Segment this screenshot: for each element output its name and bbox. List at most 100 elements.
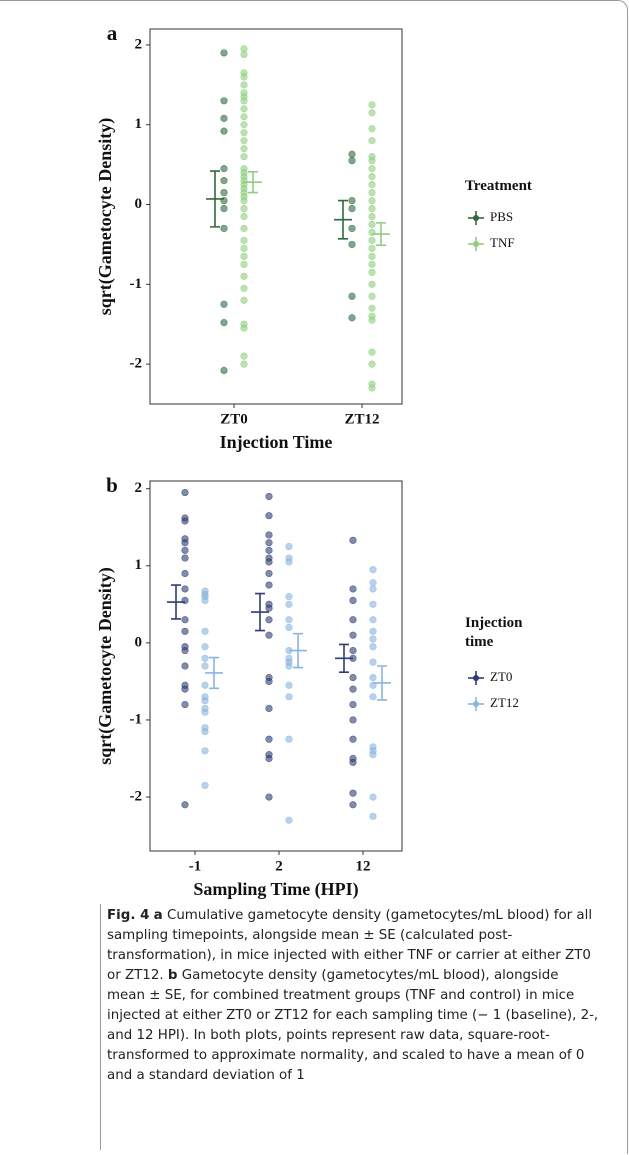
legend-title: Injection time: [465, 615, 523, 650]
data-point: [368, 173, 376, 181]
data-point: [265, 531, 273, 539]
data-point: [368, 196, 376, 205]
data-point: [265, 539, 273, 547]
data-point: [348, 314, 356, 322]
data-point: [368, 244, 376, 253]
caption-text: Cumulative gametocyte density (gametocyt…: [107, 908, 593, 983]
data-point: [240, 212, 248, 221]
data-point: [265, 793, 273, 801]
data-point: [181, 616, 189, 624]
x-tick-label: ZT0: [220, 411, 248, 427]
legend-title: Treatment: [465, 178, 532, 194]
data-point: [368, 348, 376, 356]
y-tick-label: -2: [130, 356, 143, 372]
data-point: [285, 600, 293, 608]
data-point: [349, 673, 357, 682]
data-point: [220, 188, 228, 197]
data-point: [369, 643, 377, 651]
data-point: [369, 812, 377, 820]
data-point: [265, 616, 273, 624]
data-point: [265, 604, 273, 612]
caption-text: a: [153, 908, 163, 923]
data-point: [220, 97, 228, 105]
data-point: [285, 735, 293, 743]
data-point: [201, 708, 209, 716]
data-point: [220, 366, 228, 375]
data-point: [349, 716, 357, 724]
data-point: [369, 585, 377, 593]
data-point: [349, 735, 357, 743]
data-point: [201, 596, 209, 605]
data-point: [181, 585, 189, 593]
data-point: [368, 157, 376, 165]
data-point: [349, 700, 357, 709]
y-tick-label: -1: [130, 711, 143, 727]
caption-text: b: [167, 968, 178, 983]
data-point: [201, 697, 209, 705]
data-point: [240, 153, 248, 161]
data-point: [285, 558, 293, 566]
data-point: [181, 554, 189, 562]
data-point: [368, 316, 376, 324]
data-point: [368, 292, 376, 300]
data-point: [349, 536, 357, 544]
data-point: [181, 539, 189, 547]
data-point: [181, 801, 189, 809]
data-point: [368, 137, 376, 145]
data-point: [240, 50, 248, 59]
error-bar: [335, 643, 353, 673]
data-point: [368, 204, 376, 213]
data-point: [181, 488, 189, 497]
data-point: [369, 658, 377, 666]
data-point: [240, 352, 248, 360]
data-point: [369, 635, 377, 643]
x-tick-label: ZT12: [344, 411, 379, 427]
data-point: [348, 150, 356, 158]
data-point: [368, 220, 376, 229]
data-point: [181, 700, 189, 709]
data-point: [265, 631, 273, 639]
data-point: [240, 113, 248, 121]
data-point: [285, 693, 293, 701]
data-point: [349, 631, 357, 639]
data-point: [265, 735, 273, 743]
data-point: [265, 677, 273, 686]
data-point: [220, 204, 228, 213]
plot-frame: [149, 480, 403, 852]
data-point: [368, 165, 376, 173]
legend-marker: [473, 701, 479, 707]
error-bar: [251, 592, 269, 632]
legend-label: PBS: [490, 209, 513, 224]
legend-marker: [473, 675, 479, 681]
data-point: [349, 646, 357, 655]
data-point: [369, 579, 377, 587]
error-bar: [373, 665, 391, 701]
data-point: [220, 224, 228, 233]
data-point: [368, 188, 376, 197]
data-point: [265, 581, 273, 589]
data-point: [285, 623, 293, 632]
data-point: [368, 125, 376, 133]
panel-label: a: [107, 21, 118, 45]
legend-label: ZT12: [490, 695, 519, 710]
data-point: [240, 196, 248, 205]
data-point: [368, 252, 376, 260]
data-point: [240, 260, 248, 268]
data-point: [181, 517, 189, 525]
y-tick-label: 2: [135, 480, 143, 496]
error-bar: [244, 171, 262, 194]
x-tick-label: -1: [189, 858, 202, 874]
data-point: [265, 754, 273, 763]
data-point: [368, 212, 376, 221]
y-axis-label: sqrt(Gametocyte Density): [95, 567, 116, 764]
data-point: [201, 747, 209, 755]
data-point: [220, 165, 228, 173]
data-point: [348, 240, 356, 249]
x-axis-label: Sampling Time (HPI): [193, 879, 358, 900]
data-point: [201, 654, 209, 662]
data-point: [240, 105, 248, 113]
error-bar: [205, 656, 223, 690]
data-point: [240, 324, 248, 332]
data-point: [220, 319, 228, 327]
data-point: [368, 260, 376, 268]
